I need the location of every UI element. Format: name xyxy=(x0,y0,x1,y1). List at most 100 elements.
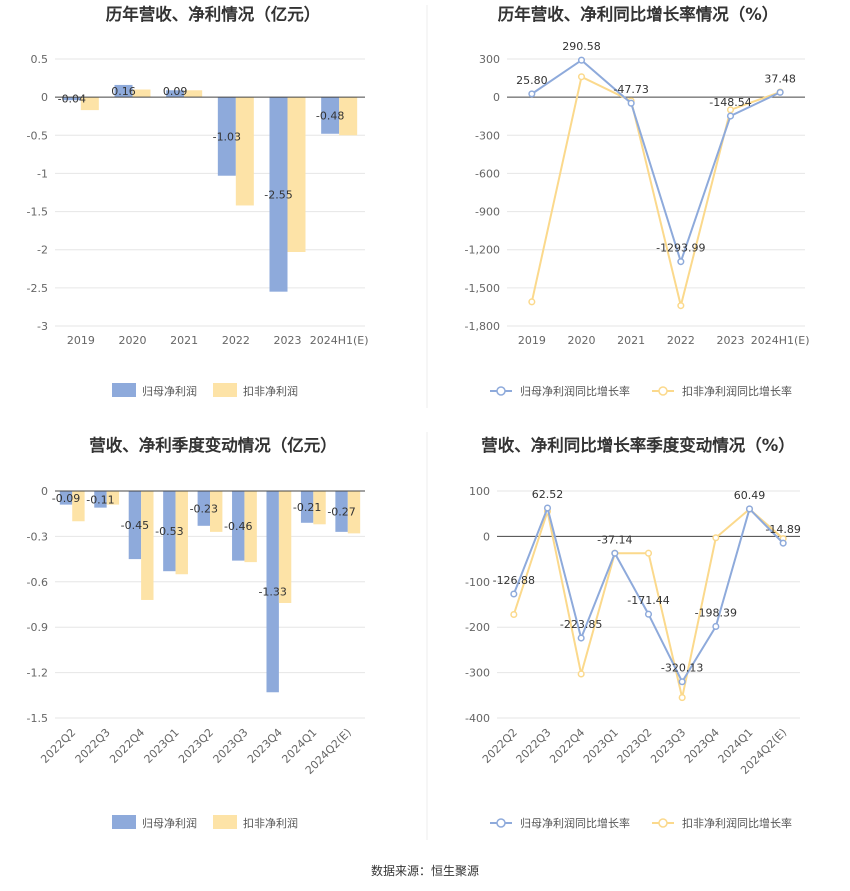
x-tick-label: 2022Q2 xyxy=(38,726,78,766)
bar-parent-net-profit xyxy=(114,84,133,98)
data-label: 62.52 xyxy=(532,488,564,501)
bar-deducted-net-profit xyxy=(80,97,99,111)
y-tick-label: -1,200 xyxy=(465,244,500,257)
y-tick-label: -1 xyxy=(37,167,48,180)
point-deducted-net-profit-growth xyxy=(528,298,536,306)
point-parent-net-profit-growth xyxy=(677,258,685,266)
y-tick-label: -1,800 xyxy=(465,320,500,333)
y-tick-label: -100 xyxy=(465,576,490,589)
y-tick-label: 0 xyxy=(41,91,48,104)
y-tick-label: -2.5 xyxy=(27,282,48,295)
bar-deducted-net-profit xyxy=(278,491,292,603)
data-label: -0.46 xyxy=(224,520,252,533)
legend-label: 扣非净利润 xyxy=(243,384,298,398)
legend-label: 扣非净利润同比增长率 xyxy=(682,384,792,398)
data-label: -2.55 xyxy=(264,188,292,201)
bar-deducted-net-profit xyxy=(72,491,85,522)
bar-parent-net-profit xyxy=(197,491,210,526)
y-tick-label: -0.9 xyxy=(27,621,48,634)
legend-label: 扣非净利润同比增长率 xyxy=(682,816,792,830)
x-tick-label: 2023Q2 xyxy=(615,726,655,766)
data-label: 60.49 xyxy=(734,489,766,502)
legend-item-deducted-net-profit: 扣非净利润同比增长率 xyxy=(652,384,792,398)
bar-deducted-net-profit xyxy=(106,491,120,505)
bar-parent-net-profit xyxy=(217,97,236,176)
point-deducted-net-profit-growth xyxy=(712,534,720,542)
y-tick-label: -400 xyxy=(465,712,490,725)
bar-parent-net-profit xyxy=(300,491,314,523)
bar-parent-net-profit xyxy=(128,491,142,560)
legend-label: 归母净利润同比增长率 xyxy=(520,816,630,830)
data-label: -1.33 xyxy=(258,586,286,599)
x-tick-label: 2023Q4 xyxy=(245,726,285,766)
data-label: -37.14 xyxy=(597,533,632,546)
legend-item-deducted-net-profit: 扣非净利润同比增长率 xyxy=(652,816,792,830)
point-parent-net-profit-growth xyxy=(712,622,720,631)
x-tick-label: 2022 xyxy=(667,334,695,347)
data-source-note: 数据来源：恒生聚源 xyxy=(370,864,479,878)
legend-label: 归母净利润 xyxy=(142,816,197,830)
data-label: -223.85 xyxy=(560,618,602,631)
bar-deducted-net-profit xyxy=(132,89,151,98)
y-tick-label: -300 xyxy=(475,129,500,142)
bar-parent-net-profit xyxy=(266,491,279,693)
legend-label: 归母净利润同比增长率 xyxy=(520,384,630,398)
data-label: -1.03 xyxy=(213,130,241,143)
bar-parent-net-profit xyxy=(166,90,185,98)
bar-deducted-net-profit xyxy=(175,491,188,575)
legend-item-parent-net-profit: 归母净利润 xyxy=(112,383,197,398)
data-label: 37.48 xyxy=(764,72,796,85)
data-label: -126.88 xyxy=(493,574,535,587)
chart-title: 历年营收、净利同比增长率情况（%） xyxy=(498,4,779,24)
y-tick-label: -300 xyxy=(465,667,490,680)
x-tick-label: 2023Q3 xyxy=(648,726,688,766)
chart-2: 历年营收、净利同比增长率情况（%） 300 0 -300 -600 -900 -1,200 -… xyxy=(465,4,810,398)
point-parent-net-profit-growth xyxy=(644,610,653,618)
point-deducted-net-profit-growth xyxy=(510,610,518,619)
bar-parent-net-profit xyxy=(59,491,73,505)
bar-deducted-net-profit xyxy=(235,97,254,206)
legend-swatch xyxy=(112,815,136,829)
bar-parent-net-profit xyxy=(232,491,245,561)
data-label: -0.45 xyxy=(121,519,149,532)
bar-parent-net-profit xyxy=(62,97,81,101)
y-tick-label: -600 xyxy=(475,167,500,180)
bar-deducted-net-profit xyxy=(244,491,257,563)
x-tick-label: 2019 xyxy=(67,334,95,347)
x-tick-label: 2022Q3 xyxy=(514,726,554,766)
bar-deducted-net-profit xyxy=(313,491,326,525)
legend-item-parent-net-profit: 归母净利润同比增长率 xyxy=(490,384,630,398)
data-label: -1293.99 xyxy=(656,242,705,255)
legend-item-deducted-net-profit: 扣非净利润 xyxy=(213,815,298,830)
point-parent-net-profit-growth xyxy=(577,634,585,642)
point-parent-net-profit-growth xyxy=(745,505,754,513)
data-label: -0.27 xyxy=(327,505,355,518)
point-parent-net-profit-growth xyxy=(776,88,784,96)
data-label: -0.53 xyxy=(155,525,183,538)
chart-title: 历年营收、净利情况（亿元） xyxy=(106,4,321,24)
chart-title: 营收、净利同比增长率季度变动情况（%） xyxy=(481,435,795,455)
x-tick-label: 2022Q3 xyxy=(73,726,113,766)
data-label: -148.54 xyxy=(709,96,751,109)
bar-deducted-net-profit xyxy=(287,97,306,253)
bar-parent-net-profit xyxy=(94,491,107,508)
point-parent-net-profit-growth xyxy=(678,678,686,686)
y-tick-label: 0 xyxy=(483,530,490,543)
x-tick-label: 2022Q4 xyxy=(107,726,147,766)
data-label: -47.73 xyxy=(613,83,648,96)
y-tick-label: -0.3 xyxy=(27,530,48,543)
legend-label: 扣非净利润 xyxy=(243,816,298,830)
y-tick-label: -900 xyxy=(475,206,500,219)
y-tick-label: 0 xyxy=(41,485,48,498)
point-parent-net-profit-growth xyxy=(726,112,735,120)
y-tick-label: -200 xyxy=(465,621,490,634)
y-tick-label: 300 xyxy=(479,53,500,66)
data-label: 0.16 xyxy=(111,85,136,98)
bar-deducted-net-profit xyxy=(141,491,154,600)
point-parent-net-profit-growth xyxy=(577,56,586,64)
legend-swatch xyxy=(112,383,136,397)
legend-marker xyxy=(496,818,506,828)
x-tick-label: 2024H1(E) xyxy=(751,334,810,347)
bar-parent-net-profit xyxy=(269,97,288,292)
